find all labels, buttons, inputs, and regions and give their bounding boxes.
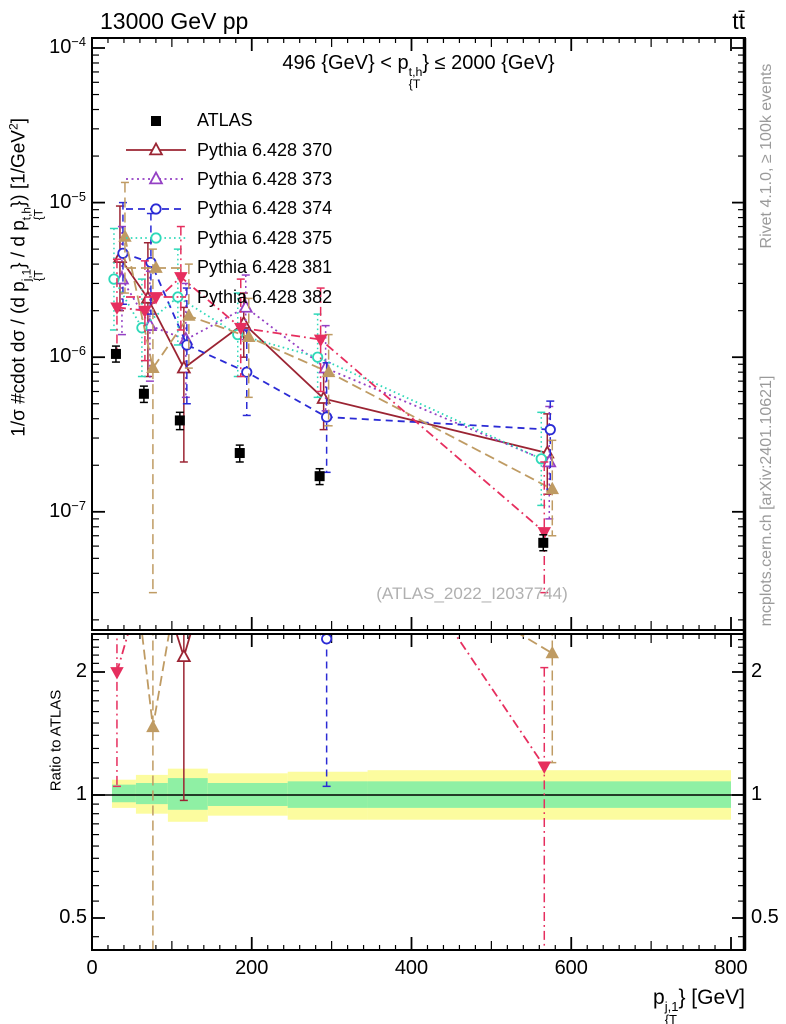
ratio-tick-label-left: 2 bbox=[75, 659, 87, 682]
series-main-pythia-6-428-381 bbox=[118, 181, 560, 594]
series-ratio-pythia-6-428-370 bbox=[176, 635, 192, 802]
x-axis-tick-label: 0 bbox=[86, 957, 98, 979]
ratio-tick-label-right: 1 bbox=[751, 783, 763, 805]
rivet-version-note: Rivet 4.1.0, ≥ 100k events bbox=[758, 63, 775, 249]
mcplots-credit-note: mcplots.cern.ch [arXiv:2401.10621] bbox=[758, 375, 775, 627]
y-axis-tick-label: 10−7 bbox=[49, 497, 86, 522]
legend-label: Pythia 6.428 381 bbox=[197, 257, 333, 278]
series-main-atlas bbox=[110, 345, 549, 552]
y-axis-tick-label: 10−5 bbox=[49, 188, 86, 213]
y-axis-tick-label: 10−6 bbox=[49, 343, 86, 368]
x-axis-label: p j,1 {T} [GeV] bbox=[653, 986, 745, 1024]
legend-marker-square-filled bbox=[151, 115, 161, 126]
legend-label: ATLAS bbox=[197, 110, 253, 131]
legend-label: Pythia 6.428 373 bbox=[197, 168, 333, 189]
legend-marker-triangle-up-open bbox=[126, 171, 186, 185]
legend-label: Pythia 6.428 382 bbox=[197, 286, 333, 307]
series-ratio-pythia-6-428-374 bbox=[319, 635, 335, 788]
legend-item: Pythia 6.428 382 bbox=[124, 282, 332, 311]
legend-label: Pythia 6.428 375 bbox=[197, 227, 333, 248]
ratio-tick-label-left: 0.5 bbox=[59, 906, 87, 928]
legend-label: Pythia 6.428 370 bbox=[197, 139, 333, 160]
process-label: tt̄ bbox=[732, 8, 745, 34]
cut-label: 496 {GeV} < p t,h {T} ≤ 2000 {GeV} bbox=[282, 52, 555, 92]
page-title: 13000 GeV pp bbox=[100, 8, 249, 34]
legend-label: Pythia 6.428 374 bbox=[197, 198, 333, 219]
legend-item: ATLAS bbox=[124, 106, 332, 135]
x-axis-tick-label: 400 bbox=[394, 957, 429, 979]
legend-item: Pythia 6.428 381 bbox=[124, 253, 332, 282]
series-ratio-pythia-6-428-381 bbox=[141, 635, 560, 949]
series-ratio-pythia-6-428-382 bbox=[110, 635, 552, 949]
ratio-tick-label-right: 2 bbox=[751, 659, 763, 682]
ratio-tick-label-left: 1 bbox=[75, 783, 87, 805]
watermark: (ATLAS_2022_I2037744) bbox=[376, 584, 568, 603]
legend-item: Pythia 6.428 375 bbox=[124, 224, 332, 253]
legend: ATLAS Pythia 6.428 370 Pythia 6.428 373 Pyt… bbox=[124, 106, 332, 312]
y-axis-tick-label: 10−4 bbox=[49, 34, 86, 59]
y-axis-label-main: 1/σ #cdot dσ / (d p j,1 {T} / d p t,h {T}) [… bbox=[6, 117, 46, 437]
legend-marker-circle-open bbox=[126, 232, 186, 244]
axes-frame bbox=[91, 37, 747, 951]
legend-marker-triangle-down-filled bbox=[126, 292, 186, 305]
legend-item: Pythia 6.428 373 bbox=[124, 165, 332, 194]
x-axis-tick-label: 200 bbox=[235, 957, 269, 979]
legend-marker-circle-open bbox=[126, 203, 186, 215]
legend-marker-triangle-up-open bbox=[126, 141, 186, 156]
series-main-pythia-6-428-382 bbox=[110, 225, 552, 594]
legend-marker-triangle-up-filled bbox=[126, 260, 186, 273]
ratio-tick-label-right: 0.5 bbox=[751, 906, 779, 928]
x-axis-tick-label: 600 bbox=[554, 957, 588, 979]
x-axis-tick-label: 800 bbox=[714, 957, 748, 979]
legend-item: Pythia 6.428 374 bbox=[124, 194, 332, 223]
legend-item: Pythia 6.428 370 bbox=[124, 135, 332, 164]
